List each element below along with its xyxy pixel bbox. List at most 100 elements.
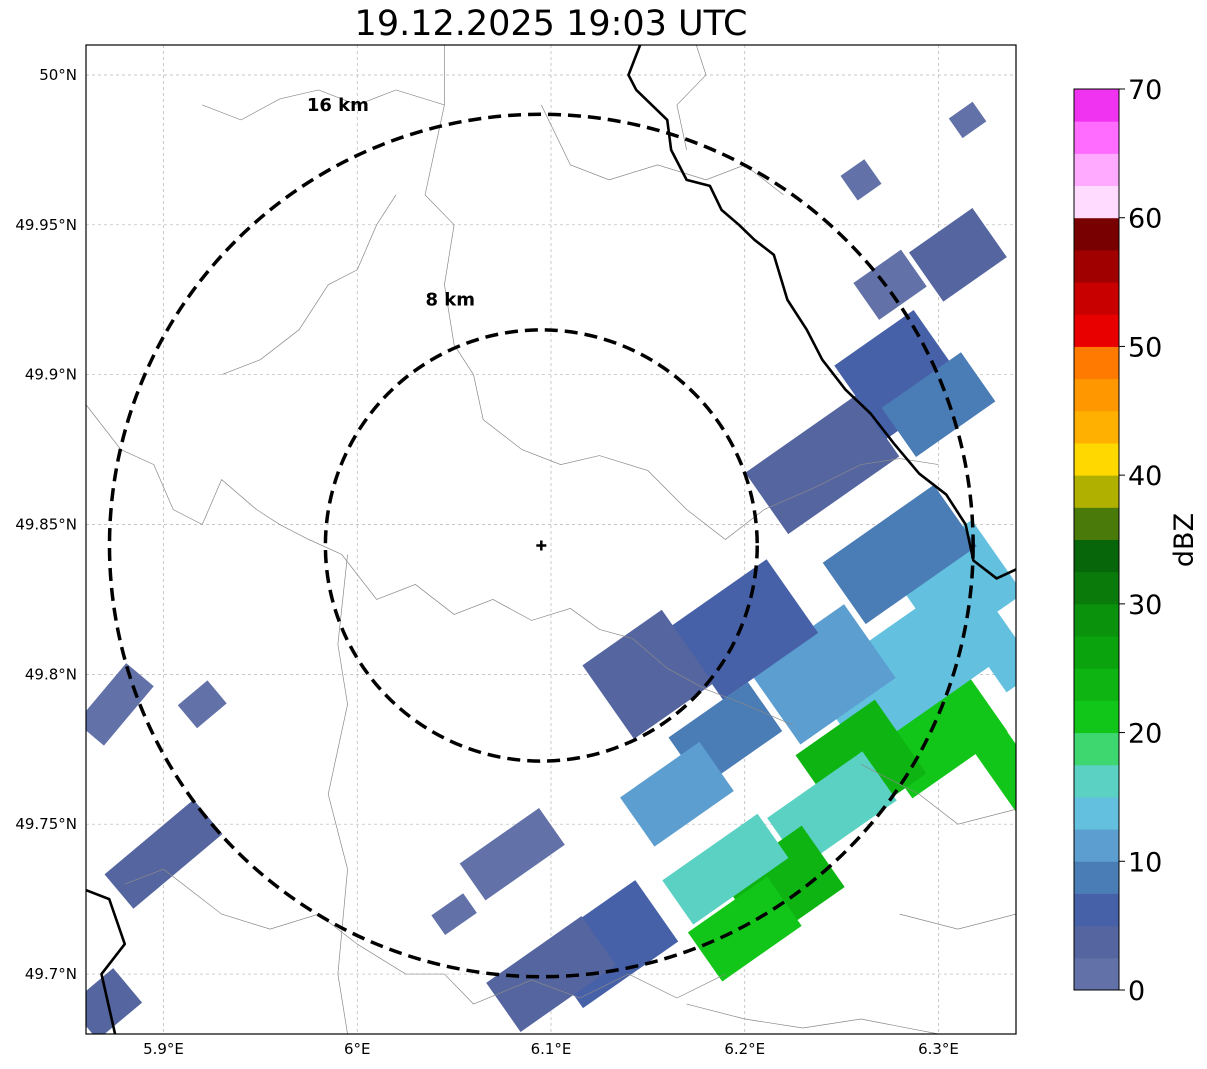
colorbar-tick-label: 0 bbox=[1128, 976, 1145, 1007]
colorbar-cell bbox=[1074, 153, 1119, 187]
radar-site-marker bbox=[536, 540, 547, 551]
range-ring-label: 16 km bbox=[307, 95, 369, 116]
colorbar-cell bbox=[1074, 636, 1119, 669]
map-frame bbox=[85, 44, 1017, 1035]
colorbar-cell bbox=[1074, 282, 1119, 315]
colorbar-cell bbox=[1074, 475, 1119, 508]
colorbar-cell bbox=[1074, 185, 1119, 219]
echo-cell bbox=[486, 916, 616, 1032]
longitude-tick-labels: 5.9°E 6°E 6.1°E 6.2°E 6.3°E bbox=[143, 1040, 959, 1058]
colorbar-cell bbox=[1074, 378, 1119, 412]
colorbar-cell bbox=[1074, 507, 1119, 540]
echo-cell bbox=[582, 609, 714, 739]
lon-tick-label: 6.2°E bbox=[724, 1040, 765, 1058]
echo-cell bbox=[745, 394, 900, 535]
echo-cell bbox=[671, 559, 819, 700]
echo-cell bbox=[459, 807, 565, 901]
colorbar-cell bbox=[1074, 249, 1119, 283]
colorbar-cell bbox=[1074, 957, 1119, 991]
lon-tick-label: 5.9°E bbox=[143, 1040, 184, 1058]
echo-cell bbox=[964, 716, 1016, 813]
echo-cell bbox=[748, 604, 896, 745]
colorbar-tick-label: 10 bbox=[1128, 847, 1162, 878]
colorbar-cell bbox=[1074, 893, 1119, 927]
echo-cell bbox=[177, 680, 227, 729]
lat-tick-label: 49.7°N bbox=[25, 965, 77, 983]
colorbar-cell bbox=[1074, 346, 1119, 380]
echo-cell bbox=[822, 484, 977, 625]
lat-tick-label: 49.8°N bbox=[25, 665, 77, 683]
colorbar-cell bbox=[1074, 121, 1119, 154]
admin-boundary bbox=[124, 868, 726, 1005]
admin-boundary bbox=[327, 554, 348, 1034]
echo-cell bbox=[853, 249, 927, 320]
echo-cell bbox=[954, 596, 1016, 693]
admin-boundary bbox=[860, 763, 1016, 825]
colorbar-cell bbox=[1074, 217, 1119, 251]
colorbar-tick-label: 70 bbox=[1128, 75, 1162, 106]
latitude-tick-labels: 50°N 49.95°N 49.9°N 49.85°N 49.8°N 49.75°N 49.… bbox=[15, 66, 77, 983]
country-borders bbox=[86, 45, 1016, 1034]
admin-boundary bbox=[86, 404, 342, 555]
colorbar-cell bbox=[1074, 829, 1119, 862]
range-ring-label: 8 km bbox=[425, 290, 475, 311]
lon-tick-label: 6.1°E bbox=[531, 1040, 572, 1058]
admin-boundary bbox=[221, 194, 397, 375]
lat-tick-label: 49.95°N bbox=[15, 216, 77, 234]
echo-cell bbox=[86, 968, 143, 1034]
lat-tick-label: 49.85°N bbox=[15, 516, 77, 534]
colorbar-cell bbox=[1074, 925, 1119, 959]
admin-boundary bbox=[202, 89, 445, 121]
echo-cell bbox=[431, 893, 477, 936]
country-border bbox=[627, 45, 1016, 580]
echo-cell bbox=[662, 813, 789, 925]
echo-cell bbox=[834, 310, 966, 440]
echo-cell bbox=[687, 876, 802, 982]
lon-tick-label: 6.3°E bbox=[918, 1040, 959, 1058]
echo-cell bbox=[892, 519, 1016, 650]
admin-boundary bbox=[899, 913, 1016, 930]
country-border bbox=[86, 888, 127, 1034]
colorbar-tick-label: 60 bbox=[1128, 204, 1162, 235]
admin-boundary bbox=[676, 45, 707, 150]
map-title: 19.12.2025 19:03 UTC bbox=[354, 4, 748, 44]
colorbar-cell bbox=[1074, 732, 1119, 766]
colorbar-cell bbox=[1074, 700, 1119, 734]
lon-tick-label: 6°E bbox=[344, 1040, 371, 1058]
echo-cell bbox=[881, 352, 996, 457]
colorbar-tick-label: 50 bbox=[1128, 332, 1162, 363]
echo-cell bbox=[948, 101, 987, 139]
colorbar-cell bbox=[1074, 764, 1119, 798]
colorbar-frame bbox=[1073, 88, 1120, 991]
colorbar-cell bbox=[1074, 668, 1119, 701]
admin-boundary bbox=[424, 45, 939, 540]
admin-boundary bbox=[686, 1003, 939, 1034]
range-rings: 8 km 16 km bbox=[107, 95, 975, 979]
colorbar-cell bbox=[1074, 442, 1119, 476]
colorbar-tick-label: 40 bbox=[1128, 461, 1162, 492]
range-ring bbox=[323, 328, 759, 763]
echo-cell bbox=[840, 159, 882, 201]
echo-cell bbox=[620, 741, 734, 847]
radar-site-plus bbox=[536, 540, 547, 551]
colorbar-cell bbox=[1074, 89, 1119, 122]
echo-cell bbox=[86, 663, 154, 746]
colorbar-cell bbox=[1074, 603, 1119, 637]
colorbar-cell bbox=[1074, 314, 1119, 347]
colorbar-tick-labels: 0 10 20 30 40 50 60 70 bbox=[1119, 75, 1162, 1007]
colorbar-tick-label: 20 bbox=[1128, 719, 1162, 750]
echo-cell bbox=[908, 208, 1007, 302]
colorbar-tick-label: 30 bbox=[1128, 590, 1162, 621]
admin-boundary bbox=[341, 554, 794, 726]
echo-cell bbox=[104, 799, 223, 909]
colorbar-cell bbox=[1074, 571, 1119, 605]
lat-tick-label: 49.75°N bbox=[15, 815, 77, 833]
range-ring bbox=[107, 112, 975, 979]
colorbar: 0 10 20 30 40 50 60 70 dBZ bbox=[1073, 75, 1200, 1007]
colorbar-cell bbox=[1074, 861, 1119, 894]
colorbar-cell bbox=[1074, 796, 1119, 830]
colorbar-cell bbox=[1074, 539, 1119, 573]
lat-tick-label: 50°N bbox=[39, 66, 77, 84]
colorbar-title: dBZ bbox=[1169, 513, 1200, 567]
